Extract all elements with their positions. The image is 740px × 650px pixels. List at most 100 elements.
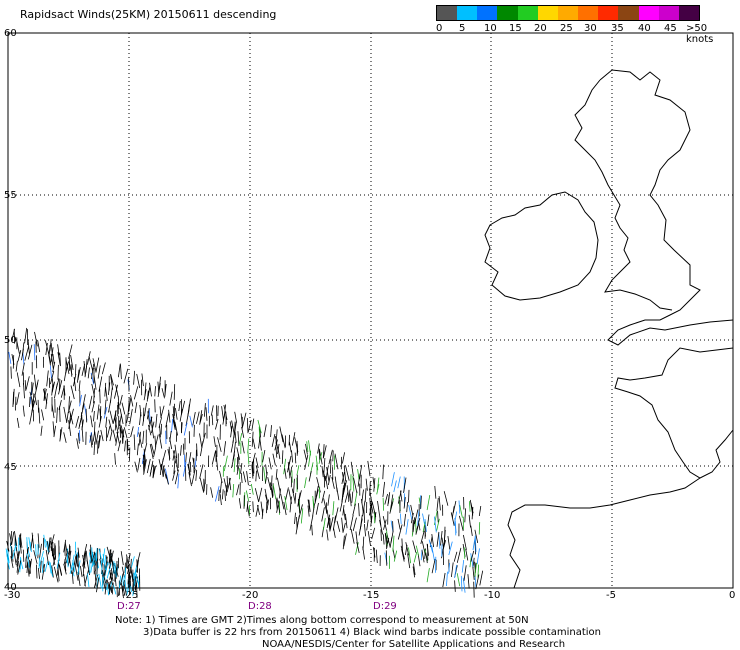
wind-barb <box>161 464 164 478</box>
wind-barb <box>104 382 107 397</box>
wind-barb <box>119 394 123 406</box>
wind-barb <box>199 410 203 423</box>
wind-barb <box>120 551 124 566</box>
wind-barb <box>474 529 479 543</box>
wind-barb <box>174 421 178 436</box>
wind-barb <box>287 455 292 470</box>
wind-barb <box>465 548 469 561</box>
lat-label-50: 50 <box>4 335 17 346</box>
wind-barb <box>95 430 99 445</box>
wind-barb <box>78 380 81 392</box>
wind-barb <box>421 541 426 556</box>
wind-barb <box>441 537 444 548</box>
wind-barb <box>109 430 113 442</box>
wind-barb <box>88 395 93 410</box>
legend-label: 15 <box>509 23 522 34</box>
wind-barb <box>78 415 83 427</box>
wind-barb <box>199 477 205 493</box>
wind-barb <box>326 517 331 529</box>
wind-barb <box>37 339 41 353</box>
wind-barb <box>469 501 471 512</box>
wind-barb <box>90 561 94 573</box>
wind-barb <box>438 532 441 549</box>
wind-barb <box>345 465 350 481</box>
wind-barb <box>272 453 276 466</box>
wind-barb <box>392 535 395 552</box>
wind-barb <box>428 539 433 553</box>
wind-barb <box>158 417 162 428</box>
wind-barb <box>308 499 311 512</box>
wind-barb <box>143 389 147 401</box>
wind-barb <box>112 583 117 595</box>
wind-barb <box>123 427 128 439</box>
wind-barb <box>240 472 243 484</box>
wind-barb <box>420 495 422 509</box>
wind-barb <box>210 405 214 416</box>
wind-barb <box>69 558 73 574</box>
wind-barb <box>19 558 22 570</box>
wind-barb <box>417 510 420 526</box>
wind-barb <box>117 395 120 410</box>
wind-barb <box>89 549 93 564</box>
wind-barb <box>93 375 97 390</box>
wind-barb <box>462 577 466 593</box>
wind-barb <box>223 478 228 493</box>
wind-barb <box>232 483 235 498</box>
wind-barb <box>49 562 53 577</box>
wind-barb <box>54 383 58 399</box>
wind-barb <box>158 376 161 393</box>
wind-barb <box>50 365 52 379</box>
wind-barb <box>87 351 91 365</box>
wind-barb <box>372 547 376 558</box>
wind-barb <box>382 481 385 497</box>
wind-barb <box>22 405 25 417</box>
lat-label-60: 60 <box>4 28 17 39</box>
wind-barb <box>326 509 329 521</box>
wind-barb <box>236 464 240 475</box>
wind-barb <box>192 412 196 426</box>
wind-barb <box>241 426 245 438</box>
wind-barb <box>336 520 341 532</box>
wind-barb <box>350 461 354 477</box>
wind-barb <box>478 505 482 517</box>
wind-barb <box>463 565 467 581</box>
wind-barb <box>12 391 14 408</box>
wind-barb <box>351 491 354 503</box>
wind-barb <box>142 454 146 469</box>
wind-barb <box>121 428 124 444</box>
wind-barb <box>146 458 151 474</box>
note-line-3: NOAA/NESDIS/Center for Satellite Applica… <box>262 639 566 650</box>
wind-barb <box>149 443 154 459</box>
wind-barb <box>474 575 477 589</box>
wind-barb <box>293 478 295 494</box>
wind-barb <box>25 557 27 568</box>
wind-barb <box>59 406 61 422</box>
wind-barb <box>230 425 233 438</box>
wind-barb <box>155 434 159 448</box>
wind-barb <box>14 530 18 547</box>
wind-barb <box>19 533 22 548</box>
wind-barb <box>379 515 382 526</box>
wind-barb <box>111 582 114 595</box>
wind-barb <box>24 345 30 361</box>
wind-barb <box>68 420 72 437</box>
wind-barb <box>174 444 178 459</box>
wind-barb <box>339 500 343 512</box>
wind-barb <box>474 562 477 577</box>
wind-barb <box>390 494 394 510</box>
wind-barb <box>262 450 266 463</box>
wind-barb <box>114 417 117 431</box>
wind-barb <box>226 475 229 489</box>
wind-barb <box>120 573 124 586</box>
wind-barb <box>24 327 28 344</box>
wind-barb <box>463 534 467 550</box>
wind-barb <box>312 503 315 517</box>
wind-barb <box>304 454 309 470</box>
wind-barb <box>451 562 454 578</box>
wind-barb <box>318 452 323 464</box>
wind-barb <box>33 344 36 361</box>
wind-barb <box>63 370 67 382</box>
wind-barb <box>454 580 456 592</box>
wind-barb <box>160 405 165 419</box>
wind-barb <box>375 549 378 564</box>
